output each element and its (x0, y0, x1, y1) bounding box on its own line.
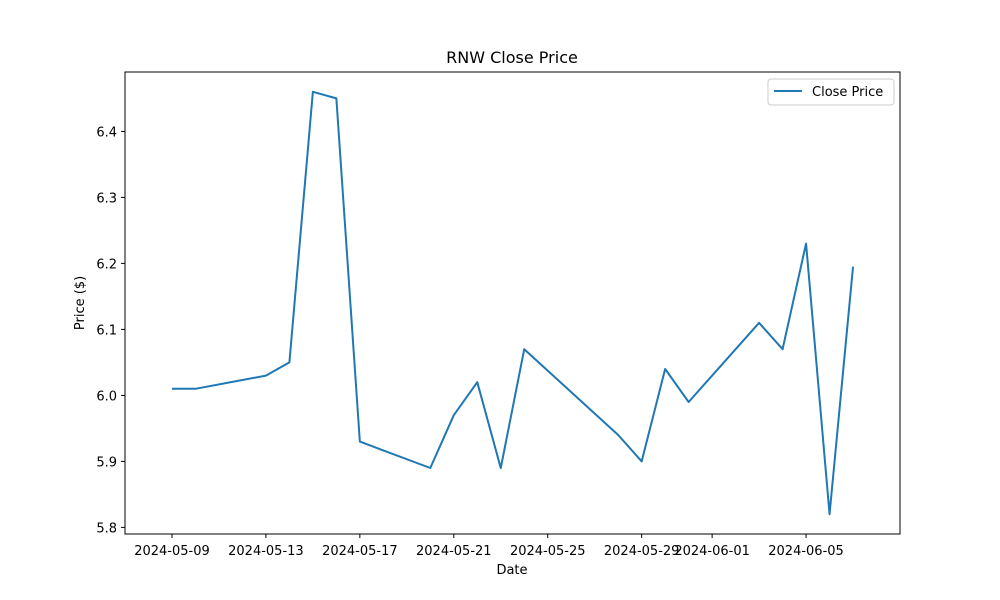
y-axis-ticks: 5.8 5.9 6.0 6.1 6.2 6.3 6.4 (96, 125, 125, 536)
plot-frame (124, 71, 901, 535)
x-tick-label: 2024-05-29 (604, 544, 680, 559)
legend-box (767, 78, 895, 106)
series-layer (171, 90, 855, 516)
x-axis-title: Date (496, 563, 527, 578)
x-tick-label: 2024-05-13 (228, 544, 304, 559)
y-tick-label: 5.8 (96, 521, 117, 536)
legend-label-close-price: Close Price (812, 85, 883, 100)
legend: Close Price (767, 78, 895, 106)
x-tick-label: 2024-05-25 (510, 544, 586, 559)
y-tick-label: 6.4 (96, 125, 117, 140)
x-tick-label: 2024-06-05 (768, 544, 844, 559)
y-tick-label: 6.0 (96, 389, 117, 404)
y-axis-title: Price ($) (73, 276, 88, 330)
x-tick-label: 2024-05-17 (322, 544, 398, 559)
x-tick-label: 2024-05-21 (416, 544, 492, 559)
x-axis-ticks: 2024-05-09 2024-05-13 2024-05-17 2024-05-21… (134, 534, 844, 559)
chart-title: RNW Close Price (446, 48, 578, 67)
x-tick-label: 2024-05-09 (134, 544, 210, 559)
y-tick-label: 6.3 (96, 191, 117, 206)
y-tick-label: 6.1 (96, 323, 117, 338)
plot-area (125, 72, 900, 534)
y-tick-label: 5.9 (96, 455, 117, 470)
y-tick-label: 6.2 (96, 257, 117, 272)
x-tick-label: 2024-06-01 (674, 544, 750, 559)
